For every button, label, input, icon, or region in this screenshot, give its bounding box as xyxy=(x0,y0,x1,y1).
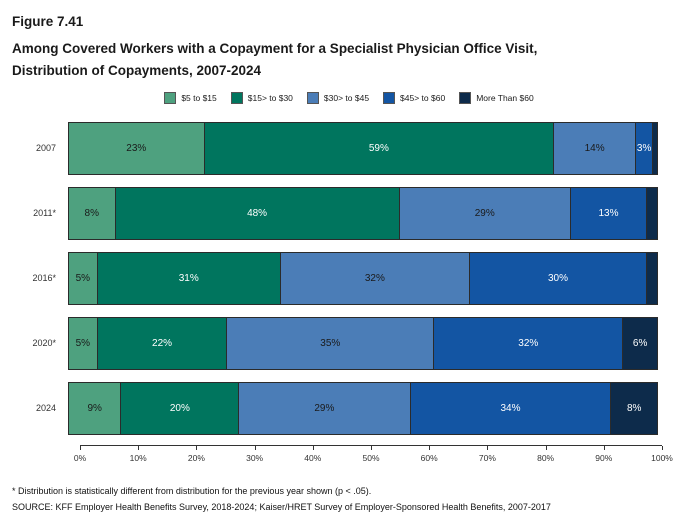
footnote-significance: * Distribution is statistically differen… xyxy=(12,486,372,497)
legend: $5 to $15 $15> to $30 $30> to $45 $45> to $… xyxy=(0,91,698,104)
legend-label: $30> to $45 xyxy=(323,92,370,103)
stacked-bar: 23% 59% 14% 3% xyxy=(68,121,662,175)
bar-row: 2020* 5% 22% 35% 32% 6% xyxy=(12,311,662,376)
bar-row: 2007 23% 59% 14% 3% xyxy=(12,116,662,181)
bar-segment xyxy=(646,186,658,240)
legend-label: More Than $60 xyxy=(476,92,534,103)
legend-item: $45> to $60 xyxy=(383,91,446,104)
x-axis-tick xyxy=(429,445,431,450)
x-axis-tick-label: 20% xyxy=(187,452,205,463)
x-axis-tick xyxy=(312,445,314,450)
x-axis-tick xyxy=(254,445,256,450)
bar-segment: 9% xyxy=(68,381,122,435)
stacked-bar-chart: 2007 23% 59% 14% 3% 2011* 8% 48% 29% 13% 2016* 5% 31… xyxy=(12,116,662,441)
footnote-source: SOURCE: KFF Employer Health Benefits Sur… xyxy=(12,501,551,512)
bar-segment: 30% xyxy=(468,251,648,305)
legend-item: $15> to $30 xyxy=(230,91,293,104)
x-axis-tick xyxy=(662,445,663,450)
x-axis-tick xyxy=(196,445,198,450)
figure-number: Figure 7.41 xyxy=(12,14,84,29)
bar-segment: 29% xyxy=(398,186,571,240)
bar-segment: 5% xyxy=(68,251,98,305)
bar-segment: 32% xyxy=(433,316,624,370)
bar-segment: 8% xyxy=(68,186,116,240)
bar-row: 2024 9% 20% 29% 34% 8% xyxy=(12,376,662,441)
legend-swatch xyxy=(306,91,319,104)
bar-segment: 31% xyxy=(96,251,281,305)
bar-segment: 8% xyxy=(610,381,658,435)
x-axis-tick xyxy=(487,445,489,450)
bar-segment: 35% xyxy=(226,316,435,370)
legend-label: $45> to $60 xyxy=(400,92,446,103)
legend-swatch xyxy=(459,91,472,104)
x-axis-tick-label: 100% xyxy=(651,452,673,463)
bar-segment: 32% xyxy=(279,251,470,305)
bar-segment: 14% xyxy=(553,121,637,175)
y-axis-label: 2016* xyxy=(32,273,56,284)
y-axis-label: 2011* xyxy=(33,208,56,219)
x-axis-tick xyxy=(371,445,372,450)
x-axis-tick-label: 70% xyxy=(478,452,496,463)
bar-segment: 48% xyxy=(114,186,400,240)
figure-title-line-1: Among Covered Workers with a Copayment f… xyxy=(12,41,538,56)
x-axis-tick xyxy=(138,445,140,450)
x-axis: 0% 10% 20% 30% 40% 50% 60% 70% 80% 90% 100% xyxy=(74,444,673,467)
x-axis-tick-label: 40% xyxy=(304,452,322,463)
legend-label: $15> to $30 xyxy=(247,92,293,103)
stacked-bar: 9% 20% 29% 34% 8% xyxy=(68,381,662,435)
legend-swatch xyxy=(383,91,396,104)
bar-segment: 3% xyxy=(635,121,654,175)
legend-item: $30> to $45 xyxy=(306,91,370,104)
x-axis-tick xyxy=(80,445,81,450)
x-axis-tick-label: 10% xyxy=(129,452,147,463)
bar-row: 2011* 8% 48% 29% 13% xyxy=(12,181,662,246)
legend-item: More Than $60 xyxy=(459,91,534,104)
x-axis-tick-label: 80% xyxy=(537,452,555,463)
legend-label: $5 to $15 xyxy=(181,92,217,103)
stacked-bar: 8% 48% 29% 13% xyxy=(68,186,662,240)
bar-segment: 34% xyxy=(409,381,612,435)
y-axis-label: 2020* xyxy=(32,338,56,349)
bar-segment: 59% xyxy=(203,121,555,175)
x-axis-tick-label: 60% xyxy=(420,452,438,463)
x-axis-tick-label: 0% xyxy=(73,452,87,463)
x-axis-tick xyxy=(603,445,605,450)
bar-row: 2016* 5% 31% 32% 30% xyxy=(12,246,662,311)
bar-segment xyxy=(646,251,658,305)
title-block: Figure 7.41 Among Covered Workers with a… xyxy=(0,0,698,83)
bar-segment: 20% xyxy=(120,381,240,435)
bar-segment: 29% xyxy=(238,381,411,435)
bar-segment: 5% xyxy=(68,316,98,370)
legend-item: $5 to $15 xyxy=(164,91,217,104)
bar-segment xyxy=(652,121,658,175)
y-axis-label: 2024 xyxy=(35,403,56,414)
x-axis-tick-label: 90% xyxy=(595,452,613,463)
x-axis-tick-label: 50% xyxy=(362,452,380,463)
x-axis-tick-label: 30% xyxy=(246,452,264,463)
legend-swatch xyxy=(164,91,177,104)
y-axis-label: 2007 xyxy=(35,143,56,154)
figure-title-line-2: Distribution of Copayments, 2007-2024 xyxy=(12,63,262,79)
bar-segment: 6% xyxy=(622,316,658,370)
x-axis-tick xyxy=(545,445,547,450)
bar-segment: 23% xyxy=(68,121,205,175)
stacked-bar: 5% 31% 32% 30% xyxy=(68,251,662,305)
bar-segment: 13% xyxy=(569,186,648,240)
footnotes: * Distribution is statistically differen… xyxy=(12,484,688,515)
stacked-bar: 5% 22% 35% 32% 6% xyxy=(68,316,662,370)
legend-swatch xyxy=(230,91,243,104)
bar-segment: 22% xyxy=(96,316,228,370)
